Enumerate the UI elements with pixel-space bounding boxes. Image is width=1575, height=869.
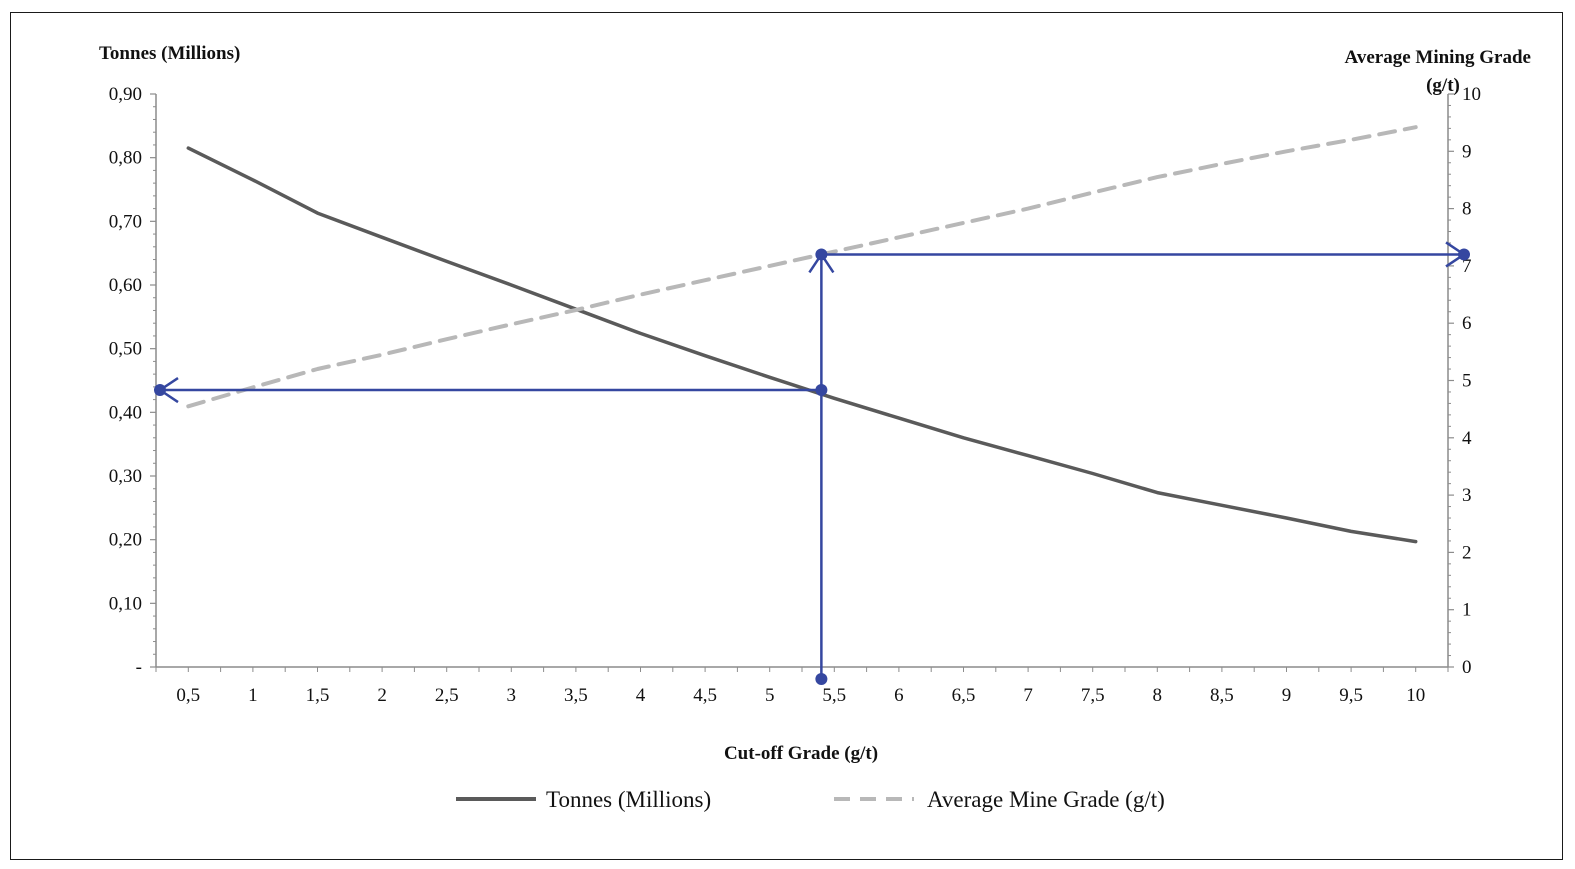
left-tick-label: 0,20 [109,530,142,551]
x-axis-title: Cut-off Grade (g/t) [724,743,878,764]
right-axis-grade-dot [1458,248,1470,261]
x-tick-label: 4 [636,685,646,706]
x-tick-label: 8,5 [1210,685,1234,706]
right-tick-label: 10 [1462,84,1481,105]
right-tick-label: 6 [1462,313,1472,334]
left-tick-label: - [136,657,142,678]
cutoff-grade-dot [815,248,828,261]
x-tick-label: 9,5 [1339,685,1363,706]
right-tick-label: 3 [1462,485,1472,506]
x-tick-label: 7 [1023,685,1033,706]
left-tick-label: 0,30 [109,466,142,487]
right-axis-title-line1: Average Mining Grade [1345,47,1531,68]
right-tick-label: 9 [1462,141,1472,162]
legend: Tonnes (Millions) Average Mine Grade (g/… [456,787,1165,812]
x-tick-label: 4,5 [693,685,717,706]
x-tick-label: 1,5 [306,685,330,706]
x-tick-label: 9 [1282,685,1292,706]
x-tick-label: 5 [765,685,775,706]
left-tick-label: 0,50 [109,339,142,360]
legend-label-tonnes: Tonnes (Millions) [546,787,711,812]
grade-series-line [186,125,1418,409]
right-tick-label: 0 [1462,657,1472,678]
x-tick-label: 8 [1153,685,1163,706]
right-tick-label: 5 [1462,371,1472,392]
x-tick-label: 6,5 [952,685,976,706]
annotation-layer [154,241,1470,685]
axes-layer: - 0,10 0,20 0,30 0,40 0,50 0,60 0,70 0,80 0,90 0 1 2… [109,84,1481,706]
tonnes-series-line [186,146,1418,544]
left-tick-label: 0,70 [109,211,142,232]
legend-label-grade: Average Mine Grade (g/t) [927,787,1165,812]
x-tick-label: 0,5 [176,685,200,706]
right-tick-label: 1 [1462,600,1472,621]
x-tick-label: 5,5 [822,685,846,706]
right-tick-label: 4 [1462,428,1472,449]
x-tick-label: 3,5 [564,685,588,706]
x-tick-label: 2,5 [435,685,459,706]
right-tick-label: 7 [1462,256,1472,277]
left-axis-title: Tonnes (Millions) [99,43,240,64]
left-tick-label: 0,80 [109,148,142,169]
chart-frame: - 0,10 0,20 0,30 0,40 0,50 0,60 0,70 0,80 0,90 0 1 2… [10,12,1563,860]
cutoff-tonnes-dot [815,384,828,397]
right-tick-label: 8 [1462,199,1472,220]
left-tick-label: 0,90 [109,84,142,105]
cutoff-start-dot [815,673,828,685]
x-tick-label: 6 [894,685,904,706]
right-axis-title-line2: (g/t) [1426,75,1460,96]
chart-svg: - 0,10 0,20 0,30 0,40 0,50 0,60 0,70 0,80 0,90 0 1 2… [99,43,1531,812]
x-tick-label: 10 [1406,685,1425,706]
right-tick-label: 2 [1462,542,1472,563]
x-tick-label: 1 [248,685,258,706]
left-axis-tonnes-dot [154,384,166,397]
series-layer [186,125,1418,544]
left-tick-label: 0,10 [109,593,142,614]
x-tick-label: 2 [377,685,387,706]
left-tick-label: 0,40 [109,402,142,423]
left-tick-label: 0,60 [109,275,142,296]
x-tick-label: 7,5 [1081,685,1105,706]
x-tick-label: 3 [507,685,517,706]
